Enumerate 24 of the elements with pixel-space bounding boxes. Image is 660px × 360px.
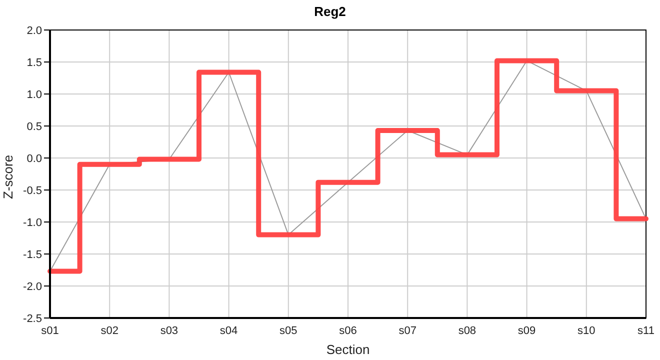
x-tick-label: s06 — [339, 324, 357, 337]
x-tick-label: s08 — [458, 324, 476, 337]
y-axis-title: Z-score — [0, 154, 16, 199]
x-tick-label: s03 — [160, 324, 178, 337]
y-tick-label: -2.5 — [23, 312, 42, 325]
y-tick-label: -2.0 — [23, 280, 42, 293]
y-tick-label: 0.0 — [26, 152, 42, 165]
x-tick-label: s02 — [100, 324, 118, 337]
y-tick-label: 1.5 — [26, 56, 42, 69]
chart-title: Reg2 — [313, 3, 347, 21]
y-tick-label: 0.5 — [26, 120, 42, 133]
x-axis-title: Section — [326, 342, 370, 357]
x-tick-label: s11 — [638, 324, 654, 337]
y-tick-label: -1.5 — [23, 248, 42, 261]
y-tick-label: -1.0 — [23, 216, 42, 229]
x-tick-label: s10 — [578, 324, 596, 337]
x-tick-label: s05 — [280, 324, 298, 337]
x-tick-label: s07 — [398, 324, 416, 337]
y-tick-label: 2.0 — [26, 24, 42, 37]
x-tick-label: s04 — [220, 324, 238, 337]
y-tick-label: 1.0 — [26, 88, 42, 101]
x-tick-label: s01 — [41, 324, 59, 337]
y-tick-label: -0.5 — [23, 184, 42, 197]
x-tick-label: s09 — [518, 324, 536, 337]
